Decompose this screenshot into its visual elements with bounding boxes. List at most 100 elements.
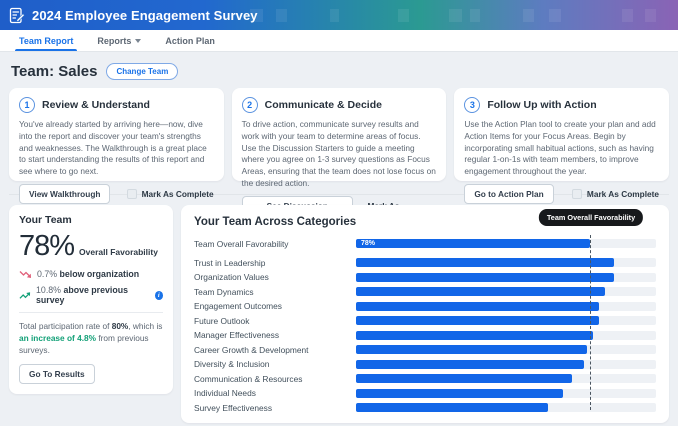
chart-rows: Team Overall Favorability Team Overall F… <box>194 209 656 413</box>
chart-category-label: Career Growth & Development <box>194 344 309 355</box>
chart-bar-track <box>356 272 656 282</box>
team-heading-row: Team: Sales Change Team <box>9 57 669 88</box>
go-to-action-plan-button[interactable]: Go to Action Plan <box>464 183 554 204</box>
chart-bar-value-label: 78% <box>361 240 376 247</box>
chart-bar[interactable] <box>356 345 587 354</box>
chevron-down-icon <box>135 38 142 43</box>
chart-category-label: Engagement Outcomes <box>194 301 282 311</box>
step-number-badge: 2 <box>241 97 258 113</box>
chart-panel: Your Team Across Categories Team Overall… <box>181 205 669 423</box>
nav-tab-team-report[interactable]: Team Report <box>9 30 83 51</box>
nav-tab-action-plan-label: Action Plan <box>165 35 215 46</box>
chart-row: Team Dynamics <box>194 286 656 297</box>
chart-row: Individual Needs <box>194 388 656 398</box>
page-title: Team: Sales <box>11 63 98 80</box>
app-title: 2024 Employee Engagement Survey <box>32 7 258 23</box>
above-previous-label: above previous survey <box>36 285 128 305</box>
change-team-button[interactable]: Change Team <box>106 63 179 80</box>
trend-down-icon <box>19 270 31 278</box>
chart-row: Future Outlook <box>194 315 656 326</box>
chart-category-label: Individual Needs <box>194 388 256 398</box>
mark-complete-checkbox[interactable] <box>126 188 137 199</box>
nav-tab-reports[interactable]: Reports <box>87 30 151 51</box>
chart-category-label: Future Outlook <box>194 315 250 326</box>
chart-bar[interactable] <box>356 272 614 282</box>
chart-bar-track <box>356 258 656 267</box>
chart-row: Organization Values <box>194 272 656 282</box>
chart-category-label: Manager Effectiveness <box>194 330 280 340</box>
chart-row: Engagement Outcomes <box>194 301 656 311</box>
step-card-communicate: 2 Communicate & Decide To drive action, … <box>231 88 447 226</box>
chart-bar[interactable]: 78% <box>356 239 590 248</box>
chart-row: Career Growth & Development <box>194 344 656 355</box>
your-team-panel: Your Team 78% Overall Favorability 0.7% … <box>9 205 173 395</box>
chart-category-label: Communication & Resources <box>194 373 303 384</box>
chart-bar-track <box>356 287 656 296</box>
step-description: Use the Action Plan tool to create your … <box>464 119 656 177</box>
step-number-badge: 1 <box>19 97 35 113</box>
chart-bar[interactable] <box>356 388 563 398</box>
chart-tooltip: Team Overall Favorability <box>538 209 644 226</box>
below-organization-label: below organization <box>59 269 140 279</box>
chart-bar[interactable] <box>356 258 614 267</box>
nav-tab-action-plan[interactable]: Action Plan <box>155 30 225 51</box>
step-cards: 1 Review & Understand You've already sta… <box>9 88 670 226</box>
step-card-follow-up: 3 Follow Up with Action Use the Action P… <box>454 88 670 204</box>
chart-row: Communication & Resources <box>194 373 656 384</box>
chart-bar[interactable] <box>356 316 599 325</box>
chart-category-label: Trust in Leadership <box>194 257 266 268</box>
chart-row: Survey Effectiveness <box>194 402 656 413</box>
chart-bar-track <box>356 374 656 383</box>
view-walkthrough-button[interactable]: View Walkthrough <box>19 183 111 204</box>
chart-bar-track <box>356 316 656 325</box>
step-title: Communicate & Decide <box>264 99 382 111</box>
participation-increase: an increase of 4.8% <box>19 333 97 344</box>
chart-category-label: Team Dynamics <box>194 286 254 297</box>
chart-bar[interactable] <box>356 287 605 296</box>
chart-bar[interactable] <box>356 330 593 340</box>
mark-complete-label: Mark As Complete <box>141 188 214 199</box>
participation-text: Total participation rate of 80%, which i… <box>19 321 163 356</box>
chart-row: Trust in Leadership <box>194 257 656 268</box>
step-number-badge: 3 <box>464 97 481 113</box>
chart-bar[interactable] <box>356 301 599 311</box>
chart-bar-track <box>356 345 656 354</box>
chart-category-label: Organization Values <box>194 272 269 282</box>
chart-category-label: Diversity & Inclusion <box>194 359 270 369</box>
overall-favorability-score: 78% <box>19 230 75 262</box>
go-to-results-button[interactable]: Go To Results <box>19 364 95 385</box>
nav-tab-team-report-label: Team Report <box>19 35 74 46</box>
chart-bar-track <box>356 330 656 340</box>
participation-rate: 80% <box>111 321 129 331</box>
panel-divider <box>19 312 163 313</box>
chart-bar-track <box>356 388 656 398</box>
chart-row: Diversity & Inclusion <box>194 359 656 369</box>
chart-bar[interactable] <box>356 403 548 412</box>
chart-category-label: Survey Effectiveness <box>194 402 273 413</box>
survey-document-icon <box>9 7 25 24</box>
chart-bar-track <box>356 301 656 311</box>
app-header: 2024 Employee Engagement Survey <box>0 0 678 30</box>
above-previous-value: 10.8% <box>36 285 61 295</box>
trend-up-icon <box>19 291 31 299</box>
chart-row: Manager Effectiveness <box>194 330 656 340</box>
chart-bar[interactable] <box>356 359 584 369</box>
step-title: Review & Understand <box>42 99 150 111</box>
step-description: You've already started by arriving here—… <box>19 119 207 177</box>
mark-complete-label: Mark As Complete <box>586 188 660 199</box>
reference-dashed-line: Team Overall Favorability <box>538 209 644 410</box>
chart-bar[interactable] <box>356 374 572 383</box>
below-organization-trend: 0.7% below organization <box>19 269 163 279</box>
mark-complete-checkbox[interactable] <box>571 188 582 199</box>
step-title: Follow Up with Action <box>487 99 597 111</box>
nav-tab-reports-label: Reports <box>97 35 132 46</box>
chart-bar-track <box>356 359 656 369</box>
overall-favorability-label: Overall Favorability <box>79 247 158 257</box>
chart-bar-track: 78% <box>356 239 656 248</box>
info-icon[interactable]: i <box>154 290 163 300</box>
nav-bar: Team Report Reports Action Plan <box>0 30 678 52</box>
step-description: To drive action, communicate survey resu… <box>241 119 436 188</box>
chart-title: Your Team Across Categories <box>194 216 357 228</box>
section-divider <box>9 194 669 195</box>
